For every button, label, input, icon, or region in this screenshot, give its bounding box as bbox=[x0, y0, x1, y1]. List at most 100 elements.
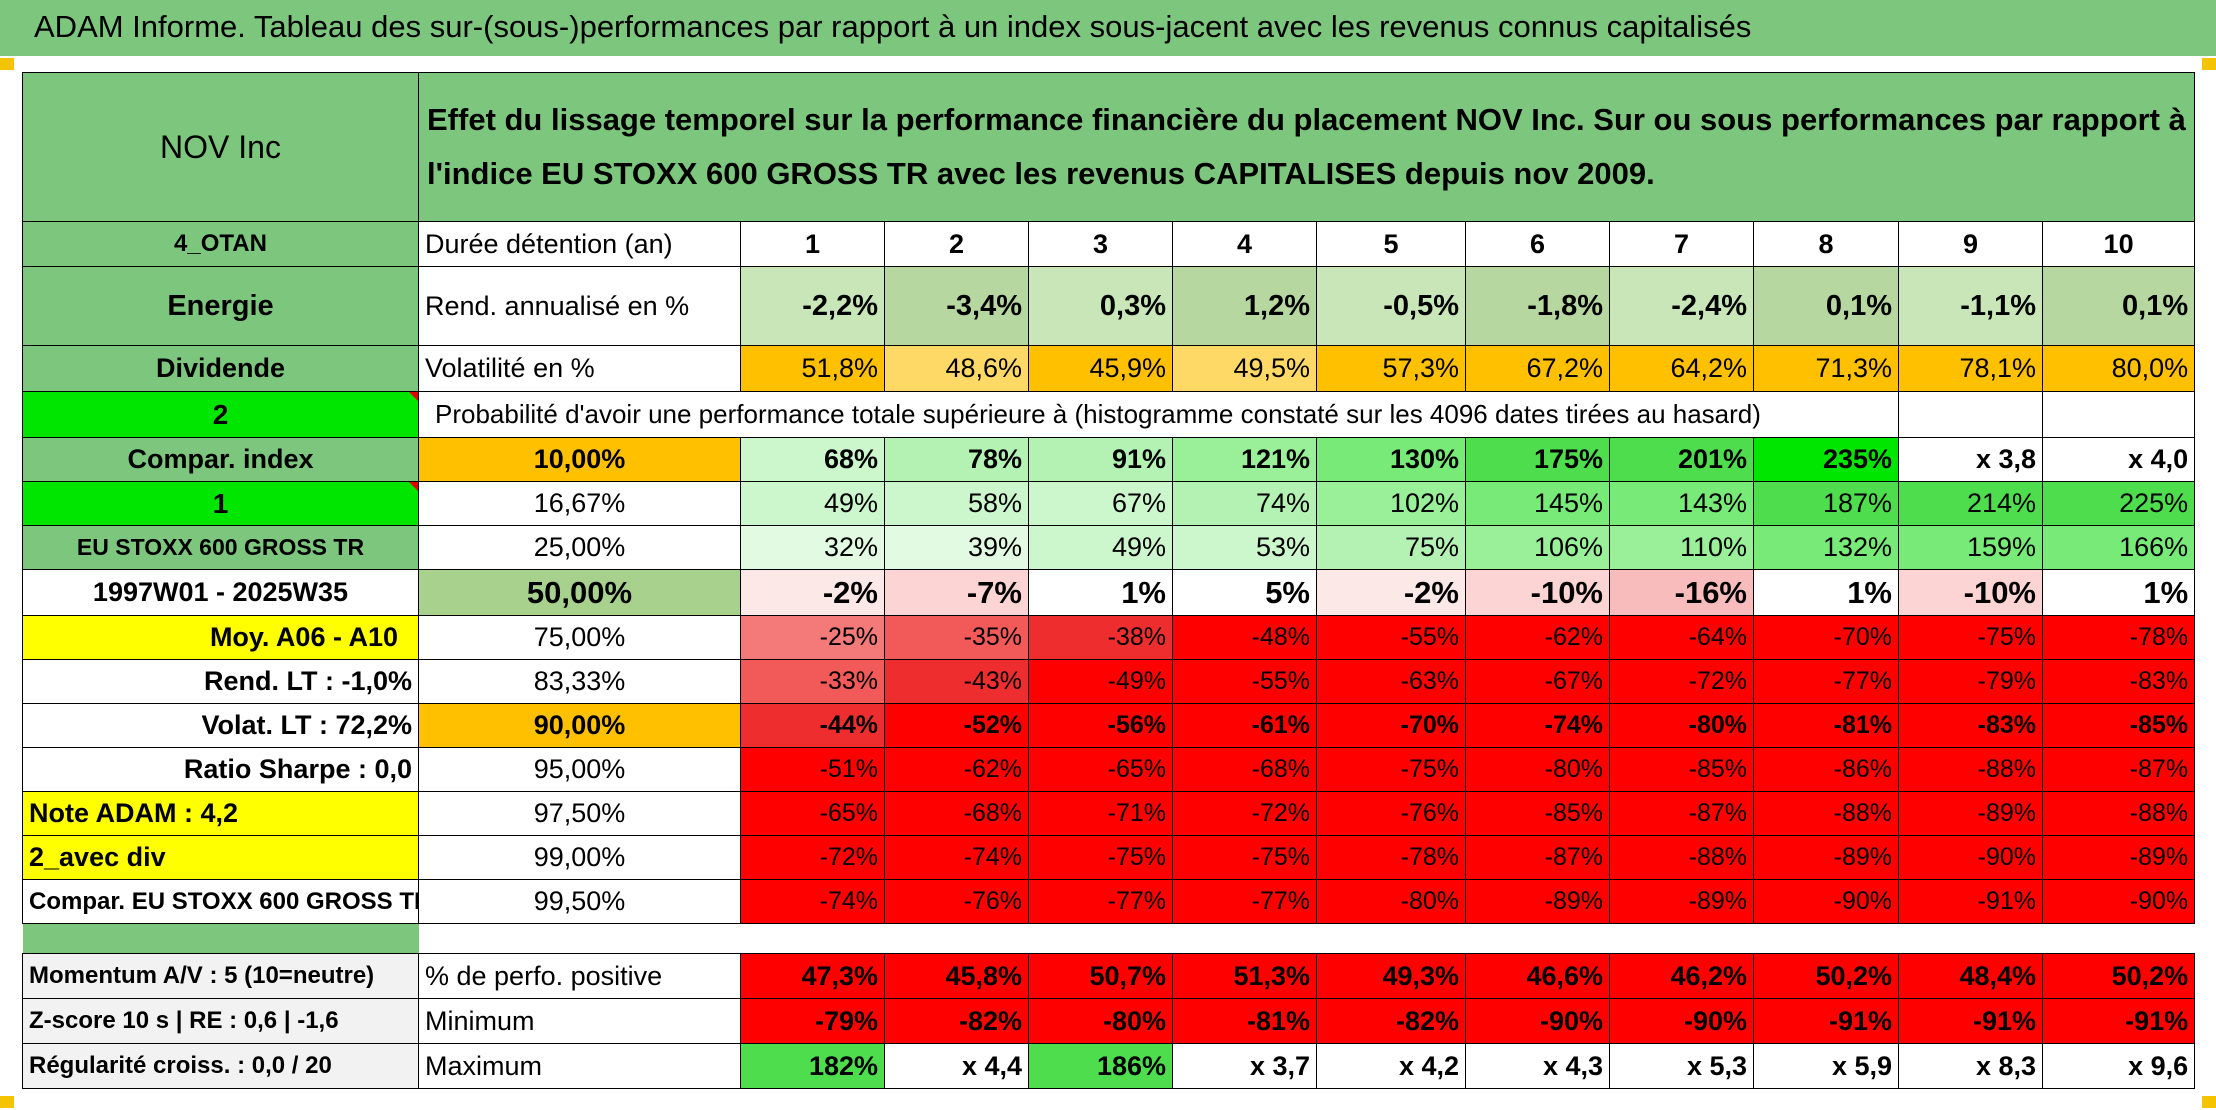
corner-marker bbox=[2202, 1096, 2216, 1108]
label-duree: Durée détention (an) bbox=[418, 221, 741, 267]
percentile-cell: 175% bbox=[1465, 437, 1610, 482]
percentile-cell: 106% bbox=[1465, 525, 1610, 570]
percentile-label: 83,33% bbox=[418, 659, 741, 704]
percentile-label: 16,67% bbox=[418, 481, 741, 526]
percentile-cell: -80% bbox=[1465, 747, 1610, 792]
label-momentum: Momentum A/V : 5 (10=neutre) bbox=[22, 953, 419, 999]
percentile-cell: 39% bbox=[884, 525, 1029, 570]
empty-cell bbox=[2041, 391, 2196, 438]
minimum-cell: -90% bbox=[1465, 998, 1610, 1044]
percentile-cell: -35% bbox=[884, 615, 1029, 660]
percentile-cell: 49% bbox=[740, 481, 885, 526]
percentile-cell: -51% bbox=[740, 747, 885, 792]
percentile-cell: -76% bbox=[884, 879, 1029, 924]
percentile-cell: -79% bbox=[1898, 659, 2043, 704]
percentile-cell: 225% bbox=[2041, 481, 2196, 526]
pct-pos-cell: 50,7% bbox=[1028, 953, 1173, 999]
percentile-cell: 143% bbox=[1609, 481, 1754, 526]
percentile-cell: -10% bbox=[1465, 569, 1610, 616]
year-header: 9 bbox=[1898, 221, 2043, 267]
percentile-label: 90,00% bbox=[418, 703, 741, 748]
label-otan: 4_OTAN bbox=[22, 221, 419, 267]
percentile-cell: -62% bbox=[1465, 615, 1610, 660]
rend-cell: 0,1% bbox=[2041, 266, 2196, 346]
percentile-cell: -65% bbox=[740, 791, 885, 836]
label-note: Note ADAM : 4,2 bbox=[22, 791, 419, 836]
percentile-cell: -85% bbox=[1609, 747, 1754, 792]
percentile-cell: -89% bbox=[1609, 879, 1754, 924]
percentile-label: 10,00% bbox=[418, 437, 741, 482]
percentile-cell: -90% bbox=[1898, 835, 2043, 880]
percentile-cell: -65% bbox=[1028, 747, 1173, 792]
rend-cell: 0,3% bbox=[1028, 266, 1173, 346]
percentile-cell: -81% bbox=[1753, 703, 1899, 748]
label-rend-lt: Rend. LT : -1,0% bbox=[22, 659, 419, 704]
label-avec-div: 2_avec div bbox=[22, 835, 419, 880]
percentile-cell: 235% bbox=[1753, 437, 1899, 482]
year-header: 4 bbox=[1172, 221, 1317, 267]
percentile-cell: -80% bbox=[1316, 879, 1466, 924]
minimum-cell: -91% bbox=[2041, 998, 2196, 1044]
minimum-cell: -90% bbox=[1609, 998, 1754, 1044]
percentile-cell: -75% bbox=[1028, 835, 1173, 880]
percentile-cell: -78% bbox=[2041, 615, 2196, 660]
percentile-cell: 132% bbox=[1753, 525, 1899, 570]
percentile-cell: 58% bbox=[884, 481, 1029, 526]
percentile-cell: -88% bbox=[2041, 791, 2196, 836]
percentile-cell: -90% bbox=[2041, 879, 2196, 924]
percentile-cell: 159% bbox=[1898, 525, 2043, 570]
corner-marker bbox=[0, 1096, 14, 1108]
percentile-cell: 166% bbox=[2041, 525, 2196, 570]
percentile-label: 25,00% bbox=[418, 525, 741, 570]
percentile-cell: -88% bbox=[1609, 835, 1754, 880]
year-header: 6 bbox=[1465, 221, 1610, 267]
percentile-cell: 75% bbox=[1316, 525, 1466, 570]
percentile-cell: 121% bbox=[1172, 437, 1317, 482]
minimum-cell: -79% bbox=[740, 998, 885, 1044]
percentile-cell: -55% bbox=[1172, 659, 1317, 704]
percentile-cell: -75% bbox=[1316, 747, 1466, 792]
percentile-cell: -2% bbox=[740, 569, 885, 616]
corner-marker bbox=[2202, 58, 2216, 70]
label-maximum: Maximum bbox=[418, 1043, 741, 1089]
percentile-cell: 1% bbox=[2041, 569, 2196, 616]
rend-cell: -2,4% bbox=[1609, 266, 1754, 346]
label-volat-lt: Volat. LT : 72,2% bbox=[22, 703, 419, 748]
percentile-cell: 78% bbox=[884, 437, 1029, 482]
label-dividend: Dividende bbox=[22, 345, 419, 392]
percentile-cell: 1% bbox=[1753, 569, 1899, 616]
year-header: 5 bbox=[1316, 221, 1466, 267]
minimum-cell: -91% bbox=[1898, 998, 2043, 1044]
minimum-cell: -82% bbox=[884, 998, 1029, 1044]
percentile-cell: -74% bbox=[740, 879, 885, 924]
label-compar-full: Compar. EU STOXX 600 GROSS TR bbox=[22, 879, 419, 924]
rend-cell: -2,2% bbox=[740, 266, 885, 346]
maximum-cell: 182% bbox=[740, 1043, 885, 1089]
percentile-cell: -63% bbox=[1316, 659, 1466, 704]
label-proba: Probabilité d'avoir une performance tota… bbox=[418, 391, 1899, 438]
rend-cell: -1,1% bbox=[1898, 266, 2043, 346]
year-header: 7 bbox=[1609, 221, 1754, 267]
percentile-cell: -75% bbox=[1172, 835, 1317, 880]
percentile-cell: -78% bbox=[1316, 835, 1466, 880]
percentile-cell: -77% bbox=[1028, 879, 1173, 924]
company-name: NOV Inc bbox=[22, 72, 419, 222]
percentile-cell: 5% bbox=[1172, 569, 1317, 616]
rend-cell: 0,1% bbox=[1753, 266, 1899, 346]
percentile-cell: -74% bbox=[884, 835, 1029, 880]
label-two: 2 bbox=[22, 391, 419, 438]
label-minimum: Minimum bbox=[418, 998, 741, 1044]
percentile-cell: -85% bbox=[1465, 791, 1610, 836]
label-period: 1997W01 - 2025W35 bbox=[22, 569, 419, 616]
label-compar-index: Compar. index bbox=[22, 437, 419, 482]
pct-pos-cell: 45,8% bbox=[884, 953, 1029, 999]
percentile-cell: -80% bbox=[1609, 703, 1754, 748]
maximum-cell: x 4,4 bbox=[884, 1043, 1029, 1089]
percentile-cell: -33% bbox=[740, 659, 885, 704]
pct-pos-cell: 51,3% bbox=[1172, 953, 1317, 999]
maximum-cell: x 5,9 bbox=[1753, 1043, 1899, 1089]
label-rend: Rend. annualisé en % bbox=[418, 266, 741, 346]
percentile-cell: -77% bbox=[1753, 659, 1899, 704]
percentile-label: 50,00% bbox=[418, 569, 741, 616]
percentile-cell: -48% bbox=[1172, 615, 1317, 660]
